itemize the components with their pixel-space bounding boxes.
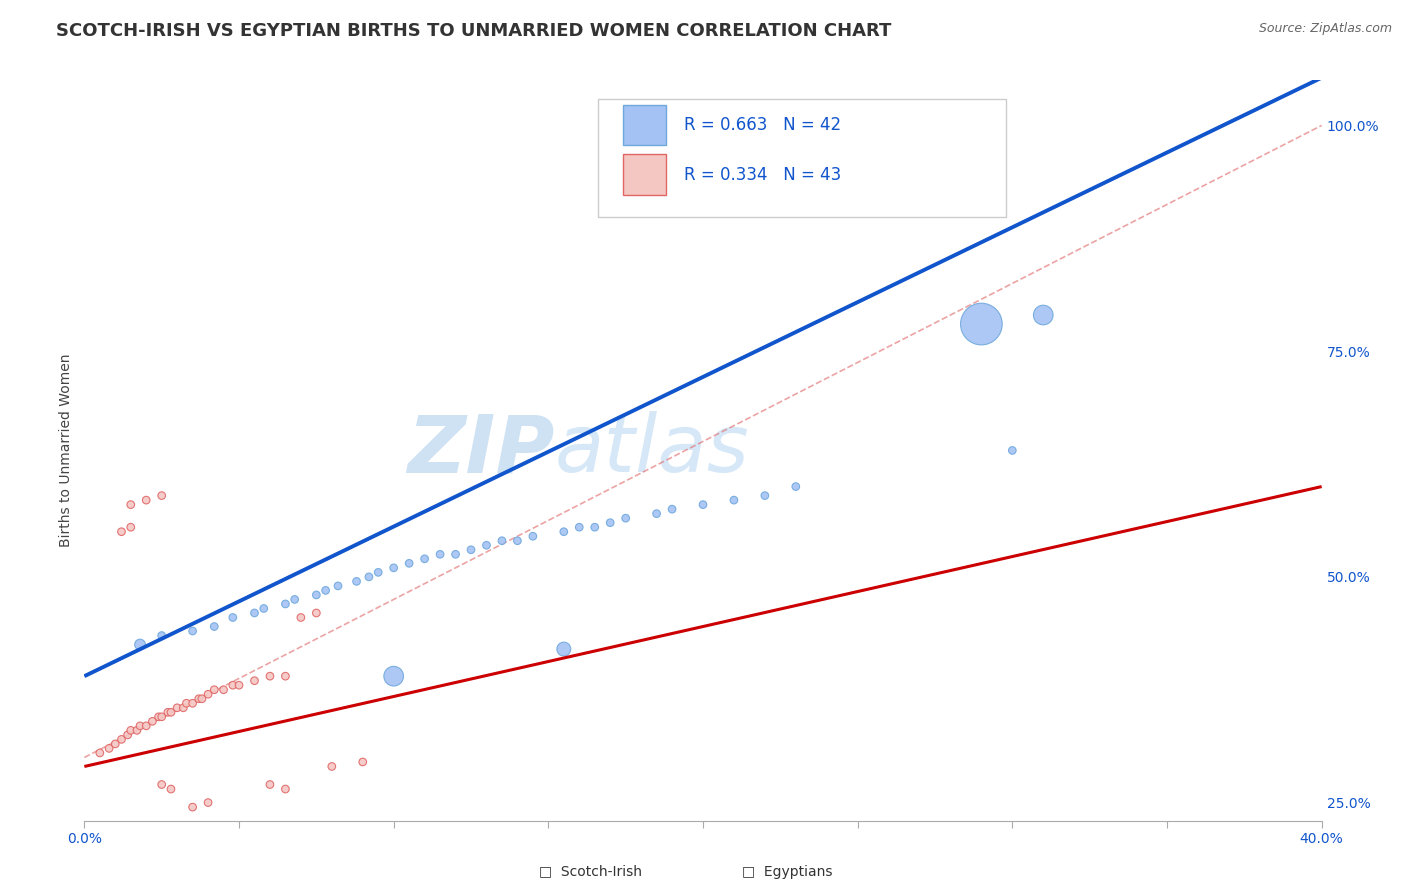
Point: [202, 619, 225, 633]
Point: [135, 493, 157, 508]
Point: [645, 507, 668, 521]
Point: [367, 566, 389, 580]
Point: [583, 520, 606, 534]
Point: [305, 606, 328, 620]
Point: [553, 642, 575, 657]
Point: [692, 498, 714, 512]
Point: [785, 479, 807, 493]
Point: [120, 723, 142, 738]
Point: [148, 710, 170, 724]
Point: [352, 755, 374, 769]
Point: [172, 700, 194, 714]
Point: [110, 524, 132, 539]
Point: [243, 606, 266, 620]
Point: [150, 778, 173, 792]
Point: [284, 592, 307, 607]
Point: [253, 601, 276, 615]
Point: [491, 533, 513, 548]
Point: [212, 682, 235, 697]
Point: [553, 524, 575, 539]
Y-axis label: Births to Unmarried Women: Births to Unmarried Women: [59, 354, 73, 547]
Point: [413, 551, 436, 566]
Point: [661, 502, 683, 516]
Point: [228, 678, 250, 692]
Point: [259, 669, 281, 683]
Point: [970, 317, 993, 331]
Point: [315, 583, 337, 598]
Point: [129, 719, 152, 733]
Point: [141, 714, 163, 729]
Point: [150, 489, 173, 503]
Point: [357, 570, 380, 584]
Point: [110, 732, 132, 747]
Point: [274, 782, 297, 797]
Point: [150, 710, 173, 724]
Point: [506, 533, 529, 548]
Point: [117, 728, 139, 742]
Point: [125, 723, 148, 738]
Point: [723, 493, 745, 508]
Point: [259, 778, 281, 792]
Point: [475, 538, 498, 552]
Point: [290, 610, 312, 624]
Point: [326, 579, 349, 593]
Point: [160, 706, 183, 720]
Point: [305, 588, 328, 602]
Text: □  Egyptians: □ Egyptians: [742, 864, 832, 879]
FancyBboxPatch shape: [623, 154, 666, 195]
Point: [429, 547, 451, 561]
Point: [156, 706, 179, 720]
Point: [181, 800, 204, 814]
Point: [243, 673, 266, 688]
Point: [599, 516, 621, 530]
Point: [135, 719, 157, 733]
Point: [460, 542, 482, 557]
Point: [202, 682, 225, 697]
Text: Source: ZipAtlas.com: Source: ZipAtlas.com: [1258, 22, 1392, 36]
Point: [222, 610, 245, 624]
Point: [166, 700, 188, 714]
Point: [382, 669, 405, 683]
Text: SCOTCH-IRISH VS EGYPTIAN BIRTHS TO UNMARRIED WOMEN CORRELATION CHART: SCOTCH-IRISH VS EGYPTIAN BIRTHS TO UNMAR…: [56, 22, 891, 40]
Text: □  Scotch-Irish: □ Scotch-Irish: [538, 864, 643, 879]
Point: [568, 520, 591, 534]
Point: [176, 696, 198, 710]
Point: [98, 741, 121, 756]
Point: [614, 511, 637, 525]
Point: [89, 746, 111, 760]
FancyBboxPatch shape: [598, 99, 1007, 218]
Point: [104, 737, 127, 751]
Point: [181, 624, 204, 638]
FancyBboxPatch shape: [623, 104, 666, 145]
Point: [197, 687, 219, 701]
Text: R = 0.334   N = 43: R = 0.334 N = 43: [685, 166, 842, 184]
Point: [129, 638, 152, 652]
Point: [444, 547, 467, 561]
Point: [197, 796, 219, 810]
Point: [160, 782, 183, 797]
Point: [191, 691, 214, 706]
Point: [274, 669, 297, 683]
Point: [120, 498, 142, 512]
Point: [274, 597, 297, 611]
Point: [222, 678, 245, 692]
Point: [754, 489, 776, 503]
Text: atlas: atlas: [554, 411, 749, 490]
Point: [150, 629, 173, 643]
Point: [321, 759, 343, 773]
Point: [398, 557, 420, 571]
Text: ZIP: ZIP: [408, 411, 554, 490]
Point: [120, 520, 142, 534]
Point: [187, 691, 209, 706]
Text: R = 0.663   N = 42: R = 0.663 N = 42: [685, 116, 842, 134]
Point: [382, 561, 405, 575]
Point: [346, 574, 368, 589]
Point: [181, 696, 204, 710]
Point: [522, 529, 544, 543]
Point: [1032, 308, 1054, 322]
Point: [1140, 872, 1163, 887]
Point: [1001, 443, 1024, 458]
